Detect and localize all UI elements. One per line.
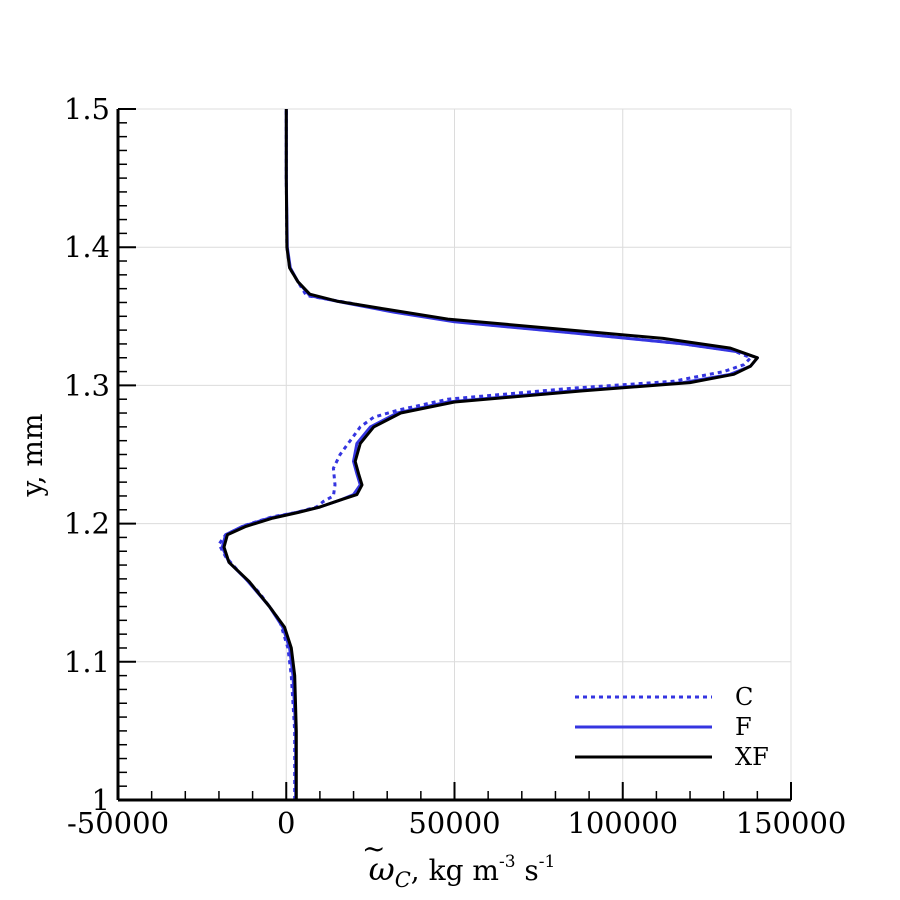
grid [118,108,792,800]
x-axis-label-symbol: ω [369,850,395,888]
x-axis-label-units-1: , kg m [411,854,499,887]
y-tick-label: 1.4 [64,230,110,264]
x-tick-label: 100000 [567,806,678,840]
y-tick-label: 1 [92,783,110,817]
x-tick-label: 150000 [736,806,847,840]
y-tick-label: 1.5 [64,92,110,126]
x-axis-label-sup-2: -1 [539,852,556,872]
series-line-c [217,109,753,800]
series-line-f [220,109,759,800]
y-axis-label: y, mm [16,413,49,497]
series-layer [217,109,759,800]
legend-label-c: C [735,683,753,711]
legend-label-xf: XF [735,743,769,771]
x-axis-label: ωC, kg m-3 s-1 ~ [362,832,555,892]
y-tick-label: 1.1 [64,645,110,679]
x-tick-label: 0 [277,806,295,840]
x-tick-label: 50000 [408,806,500,840]
legend-label-f: F [735,713,752,741]
svg-text:ωC, kg m-3 s-1: ωC, kg m-3 s-1 [369,850,556,892]
series-line-xf [222,109,759,800]
y-tick-label: 1.2 [64,507,110,541]
x-axis-label-tilde: ~ [362,832,385,865]
x-axis-label-sup-1: -3 [499,852,516,872]
tick-labels: -50000 0 50000 100000 150000 1 1.1 1.2 1.3 1.4 1.5 [64,92,846,840]
x-axis-label-units-2: s [516,854,539,887]
y-tick-label: 1.3 [64,368,110,402]
x-tick-label: -50000 [67,806,169,840]
x-axis-label-subscript: C [395,868,411,892]
ticks [117,108,792,801]
